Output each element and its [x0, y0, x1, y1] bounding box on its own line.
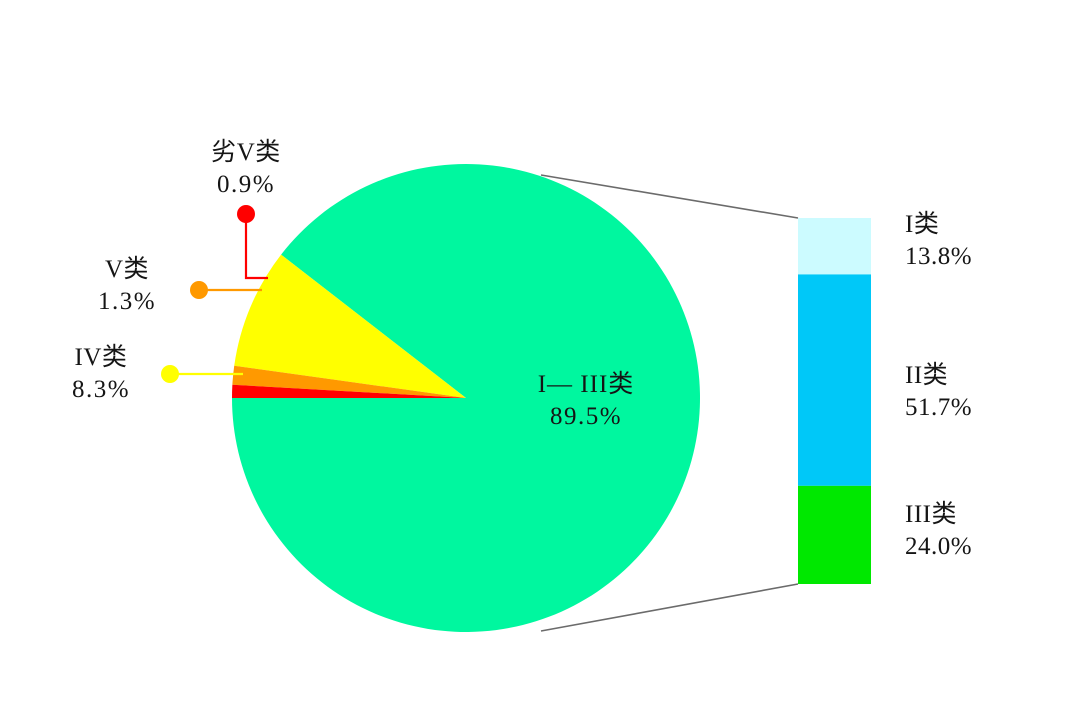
pie-chart: [232, 163, 701, 632]
bar-label-i: I类 13.8%: [905, 209, 1065, 273]
bar-label-ii-category: II类: [905, 362, 949, 389]
pie-leader-lines: [161, 205, 268, 383]
bar-label-iii: III类 24.0%: [905, 499, 1065, 563]
pie-label-iv-category: IV类: [74, 344, 128, 371]
leader-marker-iv[interactable]: [161, 365, 179, 383]
connector-line-top: [540, 174, 799, 219]
bar-segment-iii[interactable]: [798, 485, 871, 584]
breakout-stacked-bar: [798, 218, 871, 584]
bar-label-i-percent: 13.8%: [905, 243, 973, 270]
pie-label-main-percent: 89.5%: [549, 403, 623, 430]
pie-label-bad-v-category: 劣V类: [211, 139, 281, 166]
pie-slice-bad-v[interactable]: [232, 384, 466, 398]
bar-label-i-category: I类: [905, 211, 940, 238]
bar-label-ii: II类 51.7%: [905, 360, 1065, 424]
bar-segment-ii[interactable]: [798, 274, 871, 486]
pie-label-v: V类 1.3%: [72, 254, 182, 318]
pie-label-main-category: I— III类: [537, 371, 635, 398]
pie-slice-iv[interactable]: [234, 254, 466, 398]
bar-segment-i[interactable]: [798, 218, 871, 275]
bar-label-ii-percent: 51.7%: [905, 394, 973, 421]
bar-label-iii-category: III类: [905, 501, 957, 528]
pie-label-bad-v-percent: 0.9%: [216, 171, 276, 198]
pie-label-iv-percent: 8.3%: [71, 376, 131, 403]
pie-slice-v[interactable]: [232, 365, 466, 398]
pie-label-iv: IV类 8.3%: [42, 342, 160, 406]
pie-slice-main[interactable]: [232, 163, 701, 632]
leader-marker-bad-v[interactable]: [237, 205, 255, 223]
pie-label-bad-v: 劣V类 0.9%: [178, 137, 314, 201]
connector-line-bottom: [540, 583, 799, 632]
breakout-connectors: [540, 174, 799, 632]
pie-label-v-category: V类: [104, 256, 150, 283]
pie-label-main: I— III类 89.5%: [466, 369, 706, 433]
pie-label-v-percent: 1.3%: [97, 288, 157, 315]
leader-line-bad-v: [244, 216, 268, 280]
bar-label-iii-percent: 24.0%: [905, 533, 973, 560]
leader-marker-v[interactable]: [190, 281, 208, 299]
